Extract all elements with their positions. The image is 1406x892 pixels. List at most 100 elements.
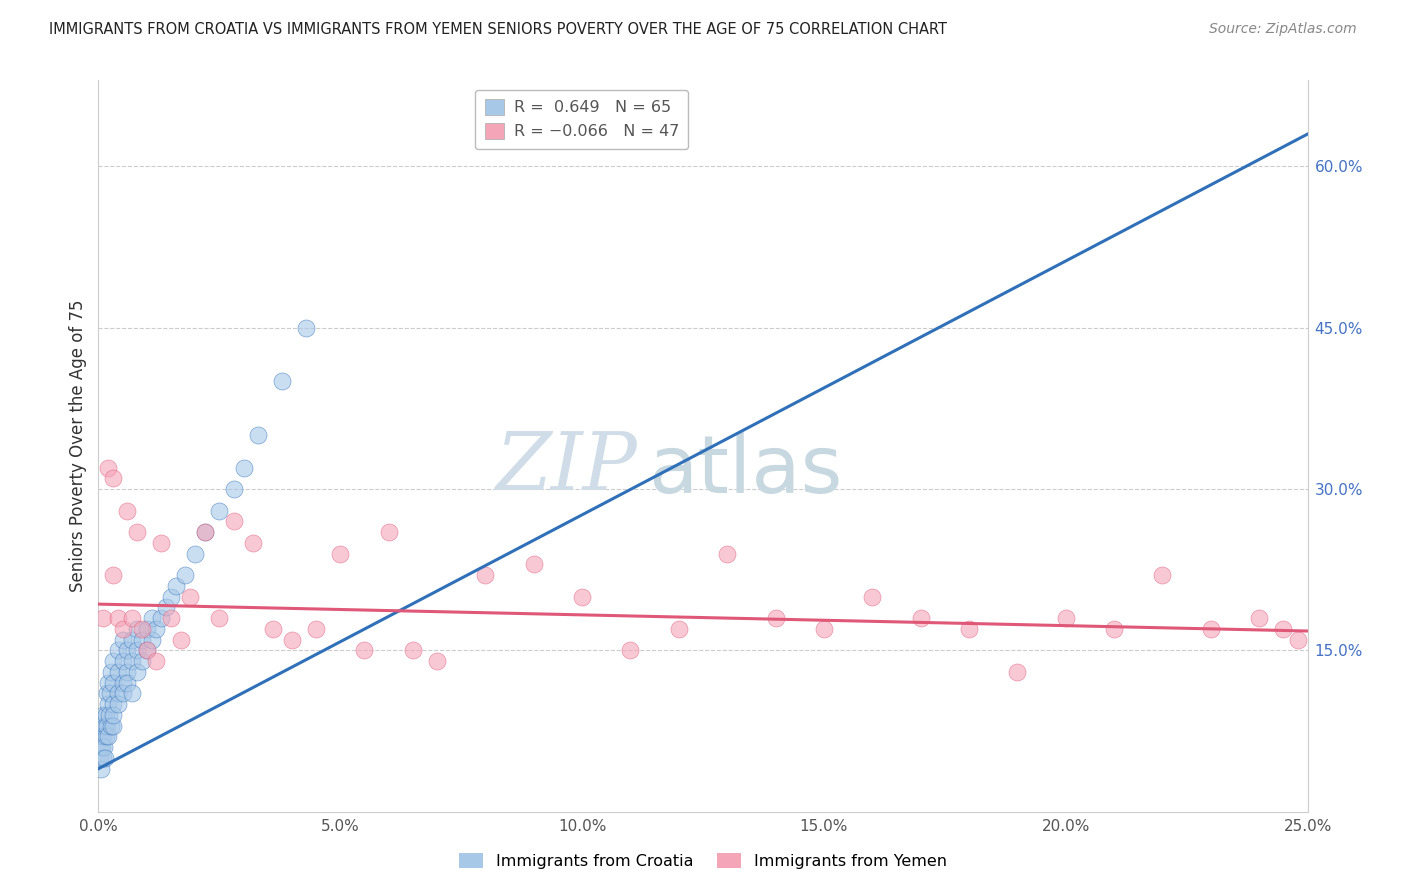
- Point: [1249, 611, 1271, 625]
- Legend: Immigrants from Croatia, Immigrants from Yemen: Immigrants from Croatia, Immigrants from…: [453, 847, 953, 875]
- Point: [111, 675, 134, 690]
- Point: [135, 643, 157, 657]
- Point: [101, 719, 124, 733]
- Point: [107, 686, 129, 700]
- Point: [184, 547, 207, 561]
- Point: [208, 503, 231, 517]
- Point: [247, 428, 270, 442]
- Point: [353, 643, 375, 657]
- Point: [295, 320, 318, 334]
- Point: [91, 707, 114, 722]
- Point: [117, 665, 139, 679]
- Point: [155, 600, 177, 615]
- Point: [135, 643, 157, 657]
- Point: [271, 375, 294, 389]
- Point: [222, 482, 245, 496]
- Point: [127, 622, 149, 636]
- Point: [208, 611, 231, 625]
- Point: [131, 654, 153, 668]
- Point: [121, 611, 143, 625]
- Text: ZIP: ZIP: [495, 429, 637, 507]
- Point: [194, 524, 217, 539]
- Point: [93, 740, 115, 755]
- Text: Source: ZipAtlas.com: Source: ZipAtlas.com: [1209, 22, 1357, 37]
- Point: [91, 751, 114, 765]
- Point: [145, 622, 167, 636]
- Point: [127, 665, 149, 679]
- Text: IMMIGRANTS FROM CROATIA VS IMMIGRANTS FROM YEMEN SENIORS POVERTY OVER THE AGE OF: IMMIGRANTS FROM CROATIA VS IMMIGRANTS FR…: [49, 22, 948, 37]
- Point: [107, 611, 129, 625]
- Point: [145, 654, 167, 668]
- Point: [90, 730, 112, 744]
- Point: [91, 740, 114, 755]
- Legend: R =  0.649   N = 65, R = −0.066   N = 47: R = 0.649 N = 65, R = −0.066 N = 47: [475, 90, 689, 149]
- Point: [89, 740, 111, 755]
- Point: [1272, 622, 1295, 636]
- Point: [135, 622, 157, 636]
- Point: [765, 611, 787, 625]
- Point: [94, 751, 117, 765]
- Point: [179, 590, 201, 604]
- Point: [1286, 632, 1309, 647]
- Point: [1152, 568, 1174, 582]
- Point: [101, 654, 124, 668]
- Point: [160, 611, 183, 625]
- Text: atlas: atlas: [648, 432, 844, 510]
- Point: [96, 686, 118, 700]
- Point: [305, 622, 328, 636]
- Point: [1102, 622, 1125, 636]
- Point: [474, 568, 496, 582]
- Point: [127, 524, 149, 539]
- Point: [571, 590, 593, 604]
- Point: [91, 611, 114, 625]
- Point: [174, 568, 197, 582]
- Point: [426, 654, 449, 668]
- Point: [121, 654, 143, 668]
- Point: [402, 643, 425, 657]
- Point: [716, 547, 738, 561]
- Point: [101, 707, 124, 722]
- Point: [619, 643, 641, 657]
- Point: [242, 536, 264, 550]
- Point: [141, 632, 163, 647]
- Point: [90, 762, 112, 776]
- Point: [169, 632, 191, 647]
- Point: [860, 590, 883, 604]
- Point: [222, 514, 245, 528]
- Point: [100, 719, 122, 733]
- Point: [98, 686, 121, 700]
- Point: [131, 632, 153, 647]
- Point: [150, 536, 173, 550]
- Point: [150, 611, 173, 625]
- Point: [111, 622, 134, 636]
- Point: [117, 503, 139, 517]
- Point: [1007, 665, 1029, 679]
- Point: [329, 547, 352, 561]
- Point: [89, 751, 111, 765]
- Point: [107, 697, 129, 711]
- Point: [141, 611, 163, 625]
- Point: [117, 675, 139, 690]
- Point: [111, 654, 134, 668]
- Point: [194, 524, 217, 539]
- Point: [910, 611, 932, 625]
- Point: [1054, 611, 1077, 625]
- Point: [97, 675, 120, 690]
- Point: [281, 632, 304, 647]
- Point: [262, 622, 284, 636]
- Point: [111, 632, 134, 647]
- Point: [101, 471, 124, 485]
- Point: [94, 730, 117, 744]
- Point: [127, 643, 149, 657]
- Point: [101, 568, 124, 582]
- Point: [93, 719, 115, 733]
- Point: [813, 622, 835, 636]
- Point: [97, 460, 120, 475]
- Point: [121, 632, 143, 647]
- Point: [107, 643, 129, 657]
- Point: [165, 579, 187, 593]
- Point: [96, 707, 118, 722]
- Point: [97, 697, 120, 711]
- Y-axis label: Seniors Poverty Over the Age of 75: Seniors Poverty Over the Age of 75: [69, 300, 87, 592]
- Point: [107, 665, 129, 679]
